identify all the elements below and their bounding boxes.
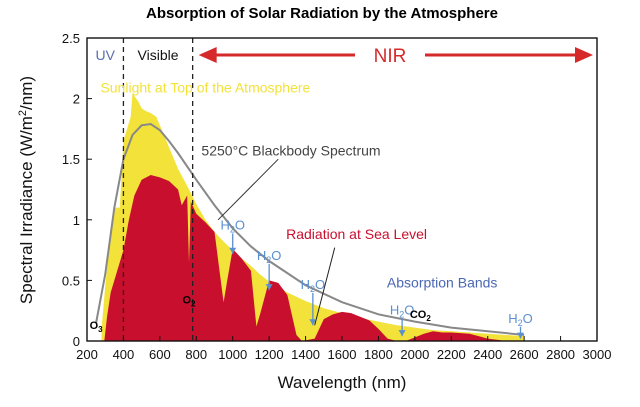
- molecule-label-1-main: O: [182, 294, 191, 306]
- x-tick-label-1000: 1000: [218, 347, 247, 362]
- sea-level-pointer: [314, 247, 336, 326]
- absorption-band-label-0-sub: 2: [230, 224, 235, 234]
- y-axis-label-tail: /nm): [17, 76, 36, 110]
- y-tick-label-2: 1: [73, 213, 80, 228]
- absorption-band-label-4-tail: O: [523, 311, 533, 326]
- series-area-sea-level: [104, 174, 525, 341]
- absorption-band-label-3-sub: 2: [399, 309, 404, 319]
- x-tick-label-2000: 2000: [400, 347, 429, 362]
- y-axis-label-sup: 2: [17, 110, 29, 116]
- absorption-band-label-2: H2O: [301, 277, 326, 294]
- absorption-band-label-0-main: H: [220, 217, 229, 232]
- absorption-band-label-3-main: H: [390, 302, 399, 317]
- absorption-band-label-1-sub: 2: [266, 255, 271, 265]
- y-tick-label-0: 0: [73, 334, 80, 349]
- absorption-band-label-4-sub: 2: [518, 318, 523, 328]
- molecule-label-0-sub: 3: [98, 325, 103, 334]
- absorption-band-label-1-tail: O: [271, 248, 281, 263]
- region-label-nir: NIR: [374, 46, 407, 67]
- y-tick-label-4: 2: [73, 92, 80, 107]
- x-tick-label-1600: 1600: [328, 347, 357, 362]
- molecule-label-0: O3: [90, 320, 104, 334]
- molecule-label-1: O2: [182, 294, 196, 308]
- x-tick-label-3000: 3000: [583, 347, 612, 362]
- molecule-label-2-sub: 2: [426, 314, 431, 323]
- x-tick-label-2200: 2200: [437, 347, 466, 362]
- x-tick-label-800: 800: [185, 347, 207, 362]
- absorption-band-arrowhead-1: [265, 284, 273, 291]
- nir-label-backdrop: [355, 43, 425, 67]
- y-tick-label-5: 2.5: [62, 31, 80, 46]
- absorption-band-label-2-sub: 2: [310, 284, 315, 294]
- x-tick-label-2400: 2400: [473, 347, 502, 362]
- annotation-2: Radiation at Sea Level: [286, 226, 427, 242]
- absorption-band-arrowhead-3: [398, 330, 406, 337]
- molecule-label-2-main: CO: [410, 309, 427, 321]
- x-axis-label: Wavelength (nm): [278, 373, 407, 392]
- molecule-label-1-sub: 2: [191, 299, 196, 308]
- x-tick-label-600: 600: [149, 347, 171, 362]
- plot-area: [95, 38, 525, 341]
- absorption-band-arrowhead-0: [229, 247, 237, 254]
- absorption-band-label-4-main: H: [508, 311, 517, 326]
- y-axis-label: Spectral Irradiance (W/m2/nm): [17, 76, 36, 304]
- absorption-band-label-0: H2O: [220, 217, 245, 234]
- annotation-3: Absorption Bands: [387, 275, 498, 291]
- x-tick-label-400: 400: [113, 347, 135, 362]
- absorption-band-label-1-main: H: [257, 248, 266, 263]
- absorption-band-label-2-main: H: [301, 277, 310, 292]
- series-line-blackbody: [95, 123, 525, 336]
- y-tick-label-1: 0.5: [62, 273, 80, 288]
- annotations: Sunlight at Top of the Atmosphere 5250°C …: [90, 80, 533, 339]
- absorption-band-label-1: H2O: [257, 248, 282, 265]
- x-tick-label-1200: 1200: [255, 347, 284, 362]
- y-axis-label-main: Spectral Irradiance (W/m: [17, 116, 36, 304]
- region-labels: UV Visible NIR: [95, 43, 593, 67]
- axes: 200 400 600 800 1000 1200 1400 1600 1800 2000 2200…: [62, 31, 612, 362]
- x-tick-label-200: 200: [76, 347, 98, 362]
- absorption-band-arrowhead-4: [517, 332, 524, 339]
- absorption-band-label-3: H2O: [390, 302, 415, 319]
- annotation-1: 5250°C Blackbody Spectrum: [201, 143, 380, 159]
- molecule-label-2: CO2: [410, 309, 432, 323]
- blackbody-pointer: [217, 158, 279, 221]
- absorption-band-label-4: H2O: [508, 311, 533, 328]
- annotation-0: Sunlight at Top of the Atmosphere: [100, 80, 310, 96]
- absorption-band-label-3-tail: O: [404, 302, 414, 317]
- chart-title: Absorption of Solar Radiation by the Atm…: [146, 5, 498, 22]
- region-label-visible: Visible: [138, 47, 179, 63]
- absorption-band-label-2-tail: O: [315, 277, 325, 292]
- region-dividers: [122, 38, 194, 341]
- nir-arrow-left-head: [198, 47, 217, 63]
- region-label-uv: UV: [95, 47, 115, 63]
- x-tick-label-1800: 1800: [364, 347, 393, 362]
- absorption-band-arrowhead-2: [309, 319, 317, 326]
- x-tick-label-1400: 1400: [291, 347, 320, 362]
- series-layer: [95, 92, 525, 341]
- nir-arrow-right-head: [575, 47, 593, 63]
- x-tick-label-2600: 2600: [510, 347, 539, 362]
- absorption-band-label-0-tail: O: [235, 217, 245, 232]
- x-tick-label-2800: 2800: [546, 347, 575, 362]
- y-tick-label-3: 1.5: [62, 152, 80, 167]
- molecule-label-0-main: O: [90, 320, 99, 332]
